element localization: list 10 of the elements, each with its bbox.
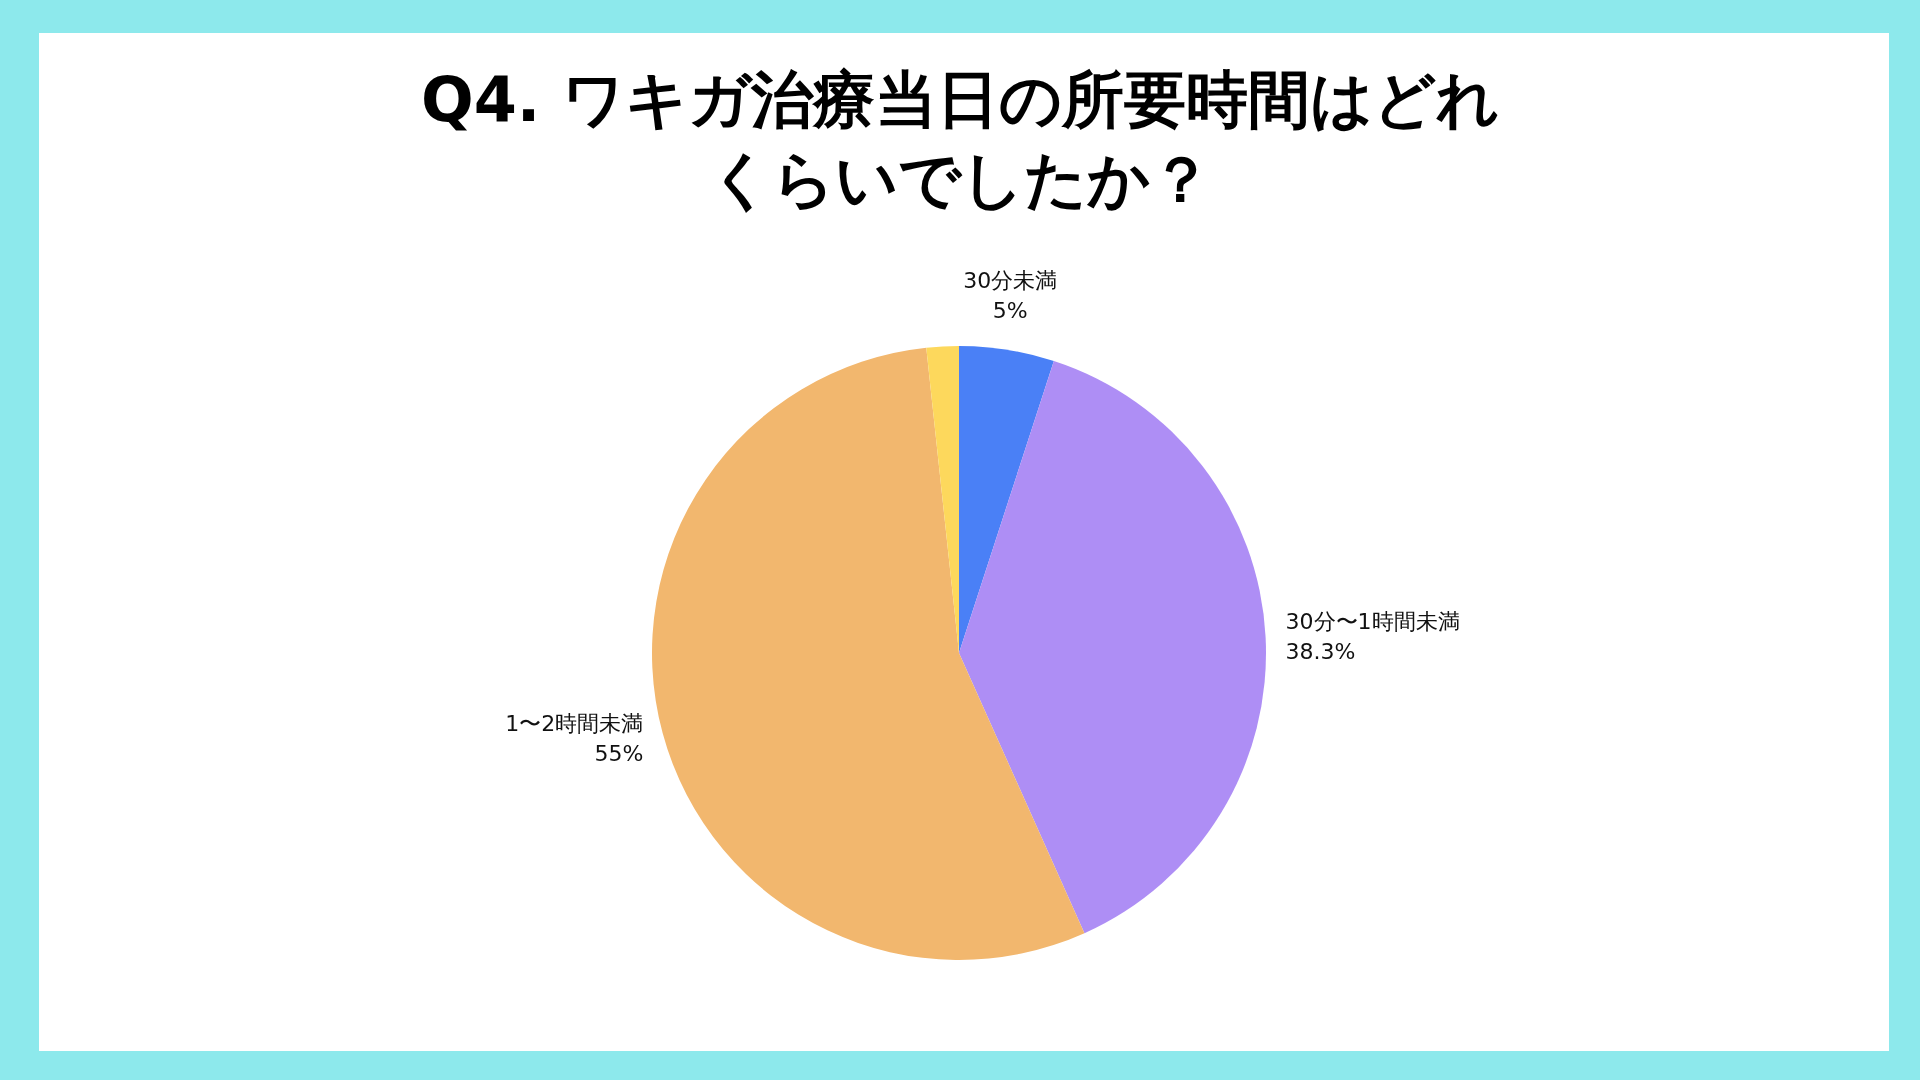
pie-slice xyxy=(959,361,1266,934)
slice-label: 30分未満 xyxy=(963,268,1058,294)
pie-slice xyxy=(959,346,1054,653)
data-label: 55% xyxy=(594,741,644,767)
slice-label: 1〜2時間未満 xyxy=(505,711,644,737)
data-label: 38.3% xyxy=(1285,638,1356,664)
pie-slice xyxy=(652,347,1085,960)
chart-title: Q4. ワキガ治療当日の所要時間はどれくらいでしたか？ xyxy=(420,62,1500,218)
data-label: 5% xyxy=(992,298,1028,324)
slice-label: 30分〜1時間未満 xyxy=(1285,608,1460,634)
